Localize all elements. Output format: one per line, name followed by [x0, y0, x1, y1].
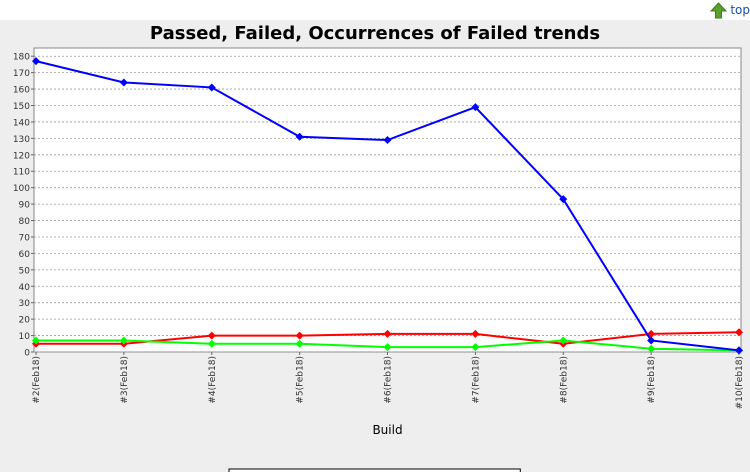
data-point-occurrences-of-failed [32, 57, 40, 66]
top-link[interactable]: top [710, 0, 750, 20]
data-point-passed [471, 329, 480, 338]
chart-area: Passed, Failed, Occurrences of Failed tr… [0, 20, 750, 476]
y-tick-label: 140 [13, 118, 30, 128]
data-point-passed [295, 331, 304, 340]
data-point-occurrences-of-failed [647, 336, 656, 345]
y-axis: 0 10 20 30 40 50 60 70 80 90 100 110 120 130 140 150 160… [13, 53, 34, 359]
y-tick-label: 150 [13, 102, 30, 112]
chart-title: Passed, Failed, Occurrences of Failed tr… [150, 23, 600, 44]
x-tick-label: #3(Feb18) [120, 356, 130, 404]
y-tick-label: 170 [13, 69, 30, 79]
y-tick-label: 120 [13, 151, 30, 161]
y-tick-label: 80 [19, 217, 31, 227]
y-tick-label: 0 [24, 349, 30, 359]
series-layer [32, 57, 743, 355]
y-tick-label: 110 [13, 168, 30, 178]
data-point-occurrences-of-failed [735, 346, 743, 355]
data-point-occurrences-of-failed [207, 83, 216, 92]
y-tick-label: 100 [13, 184, 30, 194]
data-point-failed [32, 336, 40, 345]
data-point-failed [295, 339, 304, 348]
data-point-failed [559, 336, 568, 345]
data-point-failed [647, 344, 656, 353]
x-tick-label: #7(Feb18) [471, 356, 481, 404]
data-point-passed [207, 331, 216, 340]
data-point-occurrences-of-failed [295, 132, 304, 141]
x-tick-label: #5(Feb18) [296, 356, 306, 404]
y-tick-label: 70 [19, 233, 31, 243]
y-tick-label: 90 [19, 201, 31, 211]
x-tick-label: #8(Feb18) [559, 356, 569, 404]
up-arrow-icon [710, 1, 728, 18]
x-tick-label: #6(Feb18) [384, 356, 394, 404]
y-tick-label: 30 [19, 299, 31, 309]
y-tick-label: 10 [19, 332, 31, 342]
y-tick-label: 180 [13, 53, 30, 63]
data-point-occurrences-of-failed [119, 78, 128, 87]
plot-area [33, 47, 742, 353]
x-tick-label: #2(Feb18) [32, 356, 42, 404]
y-tick-label: 50 [19, 266, 31, 276]
y-tick-label: 130 [13, 135, 30, 145]
x-axis-label: Build [372, 423, 402, 437]
y-tick-label: 160 [13, 86, 30, 96]
data-point-failed [471, 343, 480, 352]
x-tick-label: #9(Feb18) [647, 356, 657, 404]
data-point-occurrences-of-failed [559, 195, 568, 204]
top-link-label[interactable]: top [730, 3, 750, 17]
data-point-failed [207, 339, 216, 348]
x-axis: #2(Feb18) #3(Feb18) #4(Feb18) #5(Feb18) #6(F… [32, 352, 745, 409]
y-tick-label: 40 [19, 283, 31, 293]
data-point-occurrences-of-failed [471, 103, 480, 112]
y-tick-label: 60 [19, 250, 31, 260]
data-point-failed [383, 343, 392, 352]
trend-chart: Passed, Failed, Occurrences of Failed tr… [13, 23, 745, 476]
data-point-passed [383, 329, 392, 338]
y-tick-label: 20 [19, 316, 31, 326]
data-point-failed [119, 336, 128, 345]
x-tick-label: #10(Feb18) [735, 356, 745, 409]
data-point-occurrences-of-failed [383, 136, 392, 145]
data-point-passed [735, 328, 743, 337]
x-tick-label: #4(Feb18) [208, 356, 218, 404]
